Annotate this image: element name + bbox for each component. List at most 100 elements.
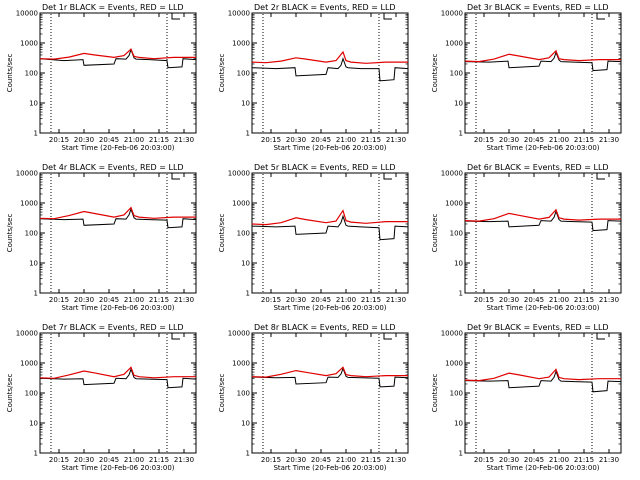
y-tick-label: 100 <box>237 70 250 78</box>
x-tick-label: 20:30 <box>74 456 94 464</box>
x-tick-label: 21:00 <box>336 296 356 304</box>
y-tick-label: 10000 <box>228 10 250 18</box>
y-tick-label: 10000 <box>16 10 38 18</box>
det-plot-3: Det 3r BLACK = Events, RED = LLD 1 10 100 10… <box>431 3 622 152</box>
legend-marker <box>171 333 180 340</box>
y-axis-label: Counts/sec <box>218 214 226 253</box>
legend-marker <box>171 173 180 180</box>
x-tick-label: 21:30 <box>174 136 194 144</box>
y-tick-label: 100 <box>237 230 250 238</box>
y-tick-label: 1000 <box>20 360 38 368</box>
x-tick-label: 20:45 <box>99 296 119 304</box>
x-tick-label: 21:15 <box>361 456 381 464</box>
plot-title: Det 8r BLACK = Events, RED = LLD <box>254 323 396 332</box>
x-tick-label: 21:00 <box>124 296 144 304</box>
y-tick-label: 1 <box>34 450 38 458</box>
plot-frame <box>39 172 197 294</box>
plot-title: Det 9r BLACK = Events, RED = LLD <box>467 323 609 332</box>
x-tick-label: 20:45 <box>99 136 119 144</box>
y-tick-label: 10000 <box>16 170 38 178</box>
y-tick-label: 100 <box>25 70 38 78</box>
series-events-line <box>39 367 197 389</box>
plot-title: Det 1r BLACK = Events, RED = LLD <box>42 3 184 12</box>
y-tick-label: 10 <box>241 420 250 428</box>
y-tick-label: 10000 <box>16 330 38 338</box>
x-tick-label: 21:15 <box>149 456 169 464</box>
y-axis-label: Counts/sec <box>6 374 14 413</box>
x-tick-label: 20:15 <box>261 296 281 304</box>
y-tick-label: 10 <box>454 260 463 268</box>
series-events-line <box>39 48 197 69</box>
y-axis-label: Counts/sec <box>431 214 439 253</box>
y-axis-label: Counts/sec <box>431 374 439 413</box>
y-tick-label: 100 <box>25 390 38 398</box>
plot-frame <box>39 332 197 454</box>
x-tick-label: 21:15 <box>574 296 594 304</box>
series-lld-line <box>39 48 196 60</box>
plot-frame <box>464 332 622 454</box>
x-tick-label: 20:15 <box>474 296 494 304</box>
plot-title: Det 4r BLACK = Events, RED = LLD <box>42 163 184 172</box>
series-lld-line <box>39 206 196 220</box>
legend-marker <box>596 13 605 20</box>
x-tick-label: 21:30 <box>174 456 194 464</box>
x-tick-label: 21:15 <box>574 136 594 144</box>
x-axis-label: Start Time (20-Feb-06 20:03:00) <box>486 144 599 152</box>
det-plot-8: Det 8r BLACK = Events, RED = LLD 1 10 100 10… <box>218 323 409 472</box>
x-tick-label: 21:00 <box>336 456 356 464</box>
y-tick-label: 10000 <box>228 170 250 178</box>
series-events-line <box>251 57 409 82</box>
series-lld-line <box>39 366 196 379</box>
x-tick-label: 20:30 <box>74 136 94 144</box>
series-lld-line <box>464 49 621 63</box>
x-axis-label: Start Time (20-Feb-06 20:03:00) <box>61 304 174 312</box>
plot-frame <box>251 332 409 454</box>
x-tick-label: 21:30 <box>599 136 619 144</box>
y-tick-label: 1 <box>246 130 250 138</box>
series-events-line <box>251 214 409 241</box>
x-tick-label: 20:15 <box>49 136 69 144</box>
x-tick-label: 20:45 <box>99 456 119 464</box>
x-tick-label: 21:15 <box>361 136 381 144</box>
x-tick-label: 20:15 <box>49 296 69 304</box>
y-tick-label: 100 <box>25 230 38 238</box>
x-tick-label: 21:30 <box>386 456 406 464</box>
series-lld-line <box>464 368 621 382</box>
x-tick-label: 21:00 <box>124 456 144 464</box>
series-events-line <box>251 367 409 388</box>
det-plot-2: Det 2r BLACK = Events, RED = LLD 1 10 100 10… <box>218 3 409 152</box>
y-tick-label: 1000 <box>20 40 38 48</box>
x-tick-label: 20:30 <box>499 136 519 144</box>
y-tick-label: 100 <box>237 390 250 398</box>
x-tick-label: 21:00 <box>549 456 569 464</box>
x-tick-label: 21:15 <box>149 136 169 144</box>
series-events-line <box>464 210 622 232</box>
y-tick-label: 100 <box>450 230 463 238</box>
y-tick-label: 1 <box>459 130 463 138</box>
det-plot-5: Det 5r BLACK = Events, RED = LLD 1 10 100 10… <box>218 163 409 312</box>
x-tick-label: 20:15 <box>474 136 494 144</box>
y-tick-label: 1 <box>34 290 38 298</box>
x-tick-label: 21:00 <box>549 136 569 144</box>
y-tick-label: 1 <box>459 450 463 458</box>
y-tick-label: 10 <box>29 260 38 268</box>
y-tick-label: 1000 <box>232 40 250 48</box>
x-tick-label: 21:30 <box>599 296 619 304</box>
legend-marker <box>383 173 392 180</box>
y-tick-label: 1000 <box>445 360 463 368</box>
plot-frame <box>464 12 622 134</box>
plot-title: Det 5r BLACK = Events, RED = LLD <box>254 163 396 172</box>
x-tick-label: 20:45 <box>524 456 544 464</box>
x-axis-label: Start Time (20-Feb-06 20:03:00) <box>273 304 386 312</box>
series-lld-line <box>251 50 408 64</box>
plot-title: Det 7r BLACK = Events, RED = LLD <box>42 323 184 332</box>
x-tick-label: 20:30 <box>499 296 519 304</box>
x-tick-label: 20:30 <box>286 456 306 464</box>
x-tick-label: 20:45 <box>311 456 331 464</box>
y-tick-label: 10 <box>454 100 463 108</box>
plot-frame <box>464 172 622 294</box>
x-tick-label: 21:30 <box>599 456 619 464</box>
series-lld-line <box>251 209 408 226</box>
y-tick-label: 1000 <box>20 200 38 208</box>
x-axis-label: Start Time (20-Feb-06 20:03:00) <box>273 464 386 472</box>
